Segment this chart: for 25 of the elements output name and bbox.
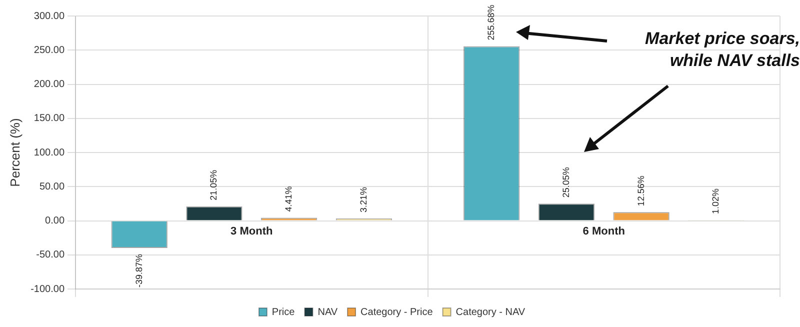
text: 25.05% bbox=[560, 167, 571, 198]
legend-label: NAV bbox=[318, 306, 338, 318]
y-tick-label: -100.00 bbox=[30, 284, 65, 295]
x-tick-label: 6 Month bbox=[582, 225, 626, 238]
legend-label: Category - NAV bbox=[456, 306, 526, 318]
text: 255.68% bbox=[486, 4, 496, 40]
y-tick-label: 300.00 bbox=[34, 10, 65, 22]
y-tick-label: 250.00 bbox=[34, 44, 65, 56]
text: 1.02% bbox=[710, 188, 721, 214]
text: 12.56% bbox=[636, 176, 646, 206]
text: 4.41% bbox=[284, 186, 294, 212]
x-tick-label: 3 Month bbox=[230, 225, 273, 238]
y-axis-title: Percent (%) bbox=[7, 118, 22, 187]
y-tick-label: 100.00 bbox=[34, 147, 65, 158]
legend-label: Price bbox=[272, 306, 296, 318]
legend-label: Category - Price bbox=[360, 306, 434, 318]
y-tick-label: 0.00 bbox=[45, 216, 65, 226]
y-tick-label: 200.00 bbox=[34, 79, 65, 90]
y-tick-label: 150.00 bbox=[34, 113, 65, 124]
text: 21.05% bbox=[208, 170, 219, 200]
text: 3.21% bbox=[358, 187, 368, 213]
y-tick-label: -50.00 bbox=[36, 250, 65, 261]
y-tick-label: 50.00 bbox=[39, 181, 65, 192]
annotation: Market price soars, while NAV stalls bbox=[644, 28, 800, 72]
text: -39.87% bbox=[134, 254, 144, 288]
